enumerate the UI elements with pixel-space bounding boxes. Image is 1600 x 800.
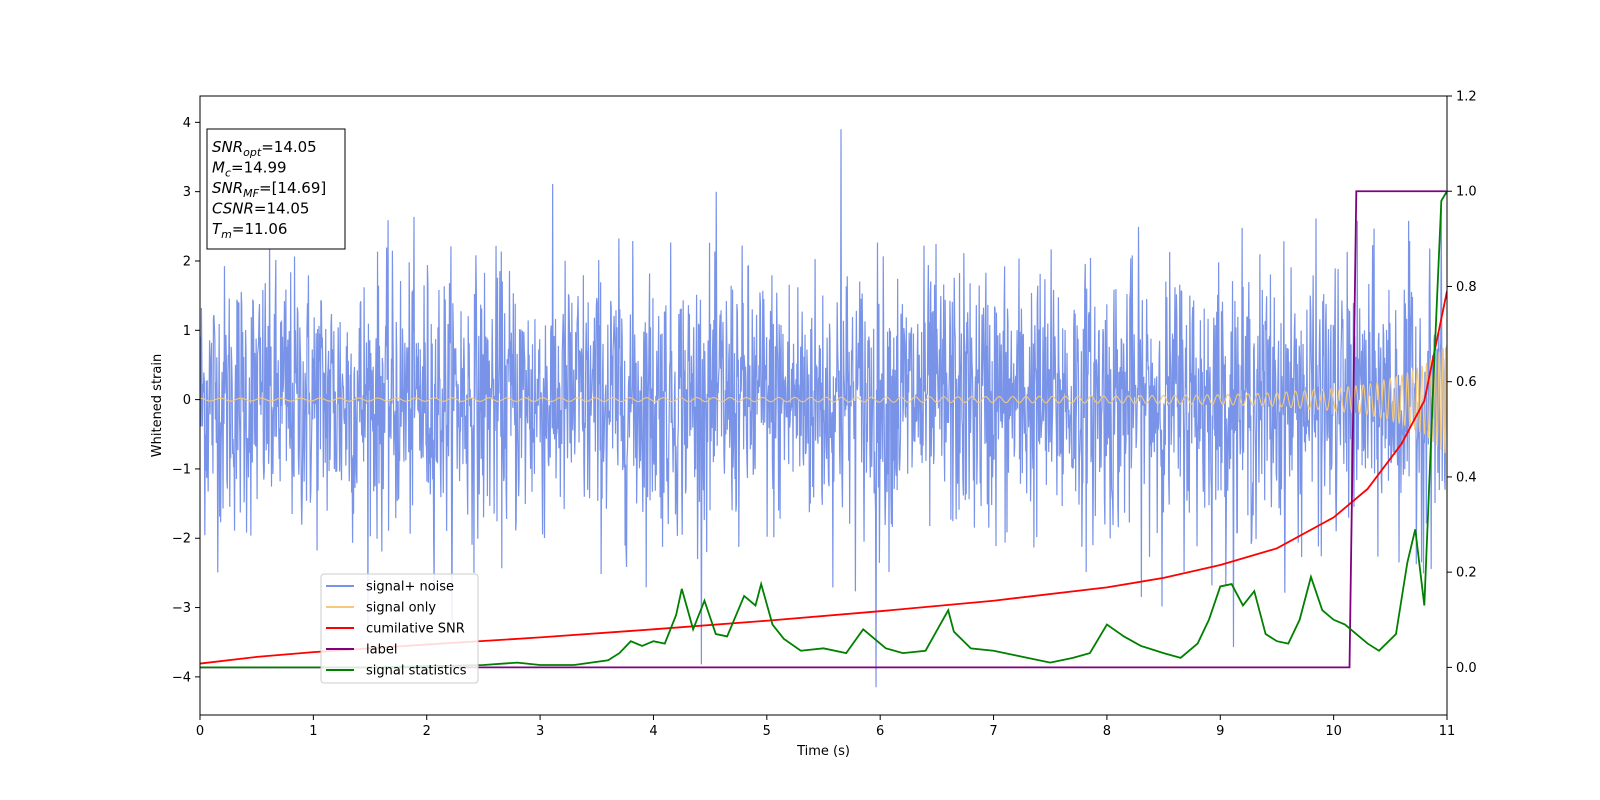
x-tick-label: 6: [876, 724, 884, 739]
ticks-layer: 0 1 2 3 4 5 6 7 8 9 10 11 −4 −3 −2 −1 0 1 2 3 4 0.0 0.2 0.4 0.6 0…: [172, 90, 1477, 740]
y-right-tick-label: 0.0: [1456, 661, 1477, 676]
x-tick-label: 2: [423, 724, 431, 739]
x-tick-label: 1: [309, 724, 317, 739]
y-right-tick-label: 0.4: [1456, 470, 1477, 485]
legend-item-label: label: [366, 643, 397, 658]
y-left-tick-label: 3: [183, 185, 191, 200]
x-tick-label: 9: [1216, 724, 1224, 739]
x-tick-label: 11: [1439, 724, 1456, 739]
y-axis-label: Whitened strain: [150, 354, 165, 457]
series-signal-noise: [200, 129, 1447, 688]
y-right-tick-label: 1.0: [1456, 185, 1477, 200]
y-left-tick-label: −1: [172, 462, 191, 477]
y-left-tick-label: 0: [183, 393, 191, 408]
x-tick-label: 0: [196, 724, 204, 739]
y-right-tick-label: 0.2: [1456, 566, 1477, 581]
x-axis-label: Time (s): [796, 744, 850, 759]
y-right-tick-label: 0.6: [1456, 375, 1477, 390]
series-signal-only: [200, 344, 1447, 454]
plot-frame: [199, 95, 1448, 716]
y-left-tick-label: −2: [172, 532, 191, 547]
x-tick-label: 7: [989, 724, 997, 739]
legend-frame: [320, 573, 479, 684]
info-box-frame: [206, 128, 346, 250]
info-line: SNRMF=[14.69]: [212, 179, 326, 200]
legend-item-signal-statistics: signal statistics: [366, 664, 467, 679]
info-line: Mc=14.99: [212, 159, 287, 180]
y-left-tick-label: 4: [183, 116, 191, 131]
x-tick-label: 8: [1103, 724, 1111, 739]
series-label: [200, 190, 1447, 669]
info-line: CSNR=14.05: [212, 200, 309, 218]
x-tick-label: 4: [649, 724, 657, 739]
y-left-tick-label: 1: [183, 324, 191, 339]
y-left-tick-label: −4: [172, 670, 191, 685]
legend-item-signal-only: signal only: [366, 601, 436, 616]
x-tick-label: 3: [536, 724, 544, 739]
info-line: SNRopt=14.05: [212, 138, 317, 159]
legend-item-cumulative-snr: cumilative SNR: [366, 622, 465, 637]
info-box: SNRopt=14.05Mc=14.99SNRMF=[14.69]CSNR=14…: [206, 128, 346, 250]
legend: signal+ noise signal only cumilative SNR la…: [320, 573, 479, 684]
series-signal-statistics: [200, 190, 1447, 669]
y-left-tick-label: 2: [183, 254, 191, 269]
info-line: Tm=11.06: [212, 220, 287, 241]
legend-item-signal-noise: signal+ noise: [366, 580, 454, 595]
y-right-tick-label: 1.2: [1456, 90, 1477, 105]
y-right-tick-label: 0.8: [1456, 280, 1477, 295]
y-left-tick-label: −3: [172, 601, 191, 616]
x-tick-label: 5: [763, 724, 771, 739]
x-tick-label: 10: [1325, 724, 1342, 739]
